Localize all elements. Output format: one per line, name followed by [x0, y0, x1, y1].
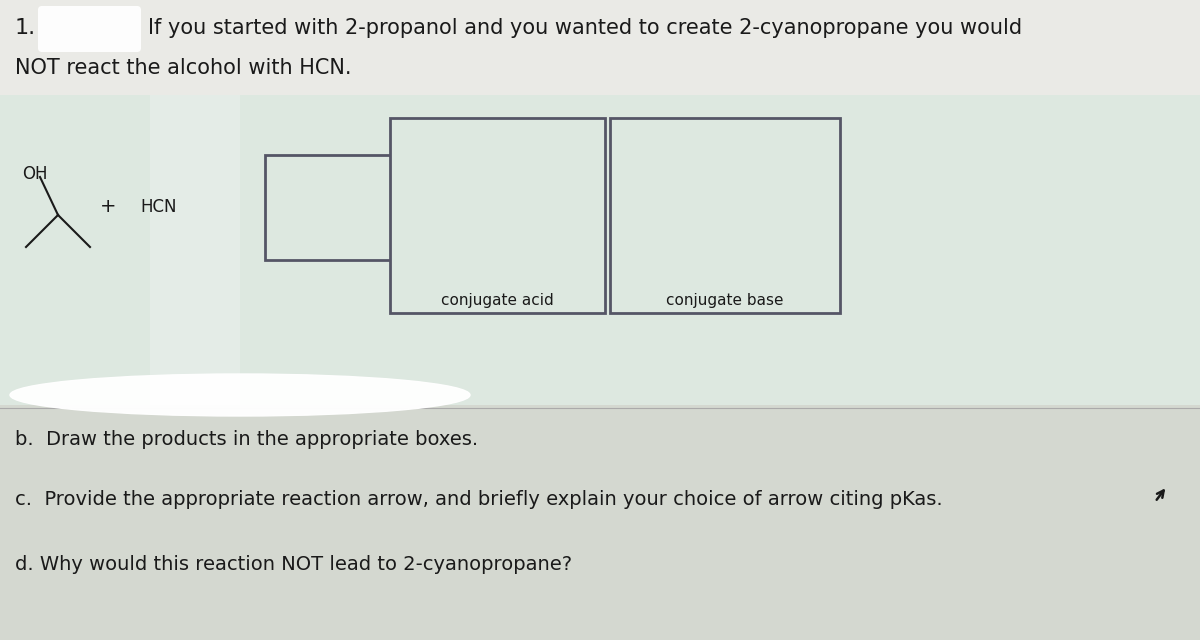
Bar — [610, 118, 840, 313]
Text: 1.: 1. — [14, 18, 36, 38]
Bar — [0, 405, 1200, 640]
Bar — [0, 95, 1200, 405]
Bar — [0, 0, 1200, 95]
Text: conjugate base: conjugate base — [666, 293, 784, 308]
Text: If you started with 2-propanol and you wanted to create 2-cyanopropane you would: If you started with 2-propanol and you w… — [148, 18, 1022, 38]
Text: b.  Draw the products in the appropriate boxes.: b. Draw the products in the appropriate … — [14, 430, 478, 449]
Text: d. Why would this reaction NOT lead to 2-cyanopropane?: d. Why would this reaction NOT lead to 2… — [14, 555, 572, 574]
Bar — [150, 95, 240, 405]
Bar — [390, 118, 605, 313]
Text: c.  Provide the appropriate reaction arrow, and briefly explain your choice of a: c. Provide the appropriate reaction arro… — [14, 490, 943, 509]
Text: OH: OH — [22, 165, 48, 183]
Text: HCN: HCN — [140, 198, 176, 216]
Ellipse shape — [10, 374, 470, 416]
FancyBboxPatch shape — [38, 6, 142, 52]
Text: NOT react the alcohol with HCN.: NOT react the alcohol with HCN. — [14, 58, 352, 78]
Text: conjugate acid: conjugate acid — [442, 293, 554, 308]
Text: +: + — [100, 198, 116, 216]
Bar — [265, 155, 395, 260]
